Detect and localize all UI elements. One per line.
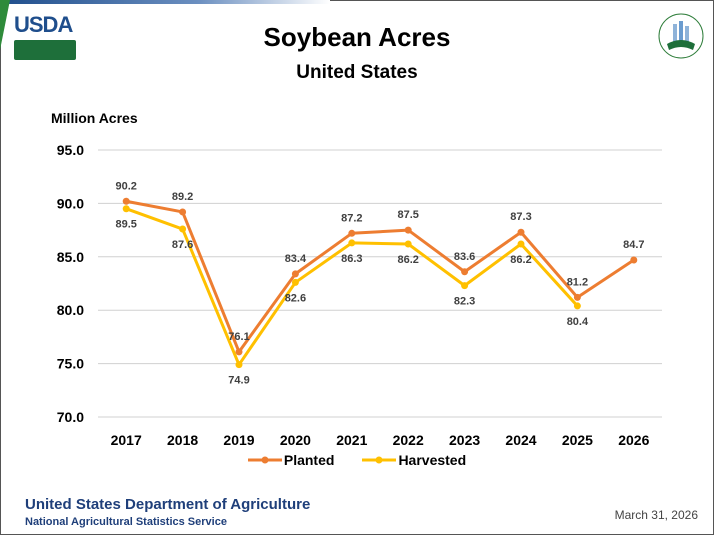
y-tick-label: 95.0 <box>57 142 84 158</box>
data-point-planted <box>573 293 581 301</box>
legend-marker-harvested <box>362 456 397 464</box>
data-label-planted: 81.2 <box>567 276 588 288</box>
data-point-planted <box>517 228 525 236</box>
data-label-planted: 90.2 <box>115 180 136 192</box>
green-accent <box>0 0 10 50</box>
top-accent-bar <box>0 0 330 4</box>
x-tick-label: 2025 <box>562 432 593 448</box>
data-point-planted <box>179 208 187 216</box>
legend-label-planted: Planted <box>283 452 335 468</box>
legend-item-harvested: Harvested <box>362 452 466 468</box>
data-point-planted <box>122 197 130 205</box>
legend: Planted Harvested <box>0 452 714 468</box>
data-point-harvested <box>122 205 130 213</box>
data-point-planted <box>461 268 469 276</box>
data-label-harvested: 74.9 <box>228 375 249 387</box>
data-label-harvested: 86.3 <box>341 253 362 265</box>
legend-label-harvested: Harvested <box>398 452 467 468</box>
data-label-harvested: 82.6 <box>285 292 306 304</box>
data-label-planted: 87.3 <box>510 211 531 223</box>
usda-logo: USDA <box>14 14 76 62</box>
data-label-harvested: 86.2 <box>397 254 418 266</box>
data-point-harvested <box>517 240 525 248</box>
data-point-harvested <box>235 361 243 369</box>
chart-subtitle: United States <box>296 62 418 83</box>
x-tick-label: 2023 <box>449 432 480 448</box>
data-label-planted: 87.2 <box>341 212 362 224</box>
data-point-harvested <box>348 239 356 247</box>
y-tick-label: 90.0 <box>57 195 84 211</box>
x-tick-label: 2018 <box>167 432 198 448</box>
data-point-harvested <box>179 225 187 233</box>
data-label-harvested: 80.4 <box>567 316 589 328</box>
legend-item-planted: Planted <box>247 452 335 468</box>
data-label-harvested: 87.6 <box>172 239 193 251</box>
data-point-planted <box>348 229 356 237</box>
x-tick-label: 2024 <box>505 432 536 448</box>
data-point-planted <box>235 348 243 356</box>
y-axis-label: Million Acres <box>51 110 138 126</box>
x-tick-label: 2019 <box>223 432 254 448</box>
agriculture-counts-seal-icon <box>658 13 704 59</box>
data-point-harvested <box>461 282 469 290</box>
data-point-harvested <box>404 240 412 248</box>
data-label-planted: 83.4 <box>285 253 307 265</box>
x-tick-label: 2017 <box>111 432 142 448</box>
x-tick-label: 2022 <box>393 432 424 448</box>
data-point-harvested <box>573 302 581 310</box>
y-tick-label: 85.0 <box>57 249 84 265</box>
data-label-planted: 76.1 <box>228 331 249 343</box>
chart-title: Soybean Acres <box>263 22 451 52</box>
x-tick-label: 2021 <box>336 432 367 448</box>
y-tick-label: 70.0 <box>57 409 84 425</box>
data-label-planted: 84.7 <box>623 239 644 251</box>
footer-date: March 31, 2026 <box>614 508 698 522</box>
series-line-planted <box>125 199 635 354</box>
data-label-harvested: 82.3 <box>454 296 475 308</box>
legend-marker-planted <box>247 456 282 464</box>
data-label-planted: 87.5 <box>397 209 418 221</box>
data-point-planted <box>630 256 638 264</box>
x-tick-label: 2020 <box>280 432 311 448</box>
footer-agency: National Agricultural Statistics Service <box>25 516 227 528</box>
y-tick-label: 75.0 <box>57 356 84 372</box>
data-label-harvested: 86.2 <box>510 254 531 266</box>
data-label-planted: 89.2 <box>172 191 193 203</box>
data-point-planted <box>404 226 412 234</box>
data-label-planted: 83.6 <box>454 251 475 263</box>
x-tick-label: 2026 <box>618 432 649 448</box>
y-tick-label: 80.0 <box>57 302 84 318</box>
data-label-harvested: 89.5 <box>115 219 136 231</box>
footer-org: United States Department of Agriculture <box>25 496 311 513</box>
data-point-planted <box>291 270 299 278</box>
usda-logo-field-icon <box>14 40 76 60</box>
data-point-harvested <box>291 278 299 286</box>
usda-logo-text: USDA <box>14 12 73 37</box>
